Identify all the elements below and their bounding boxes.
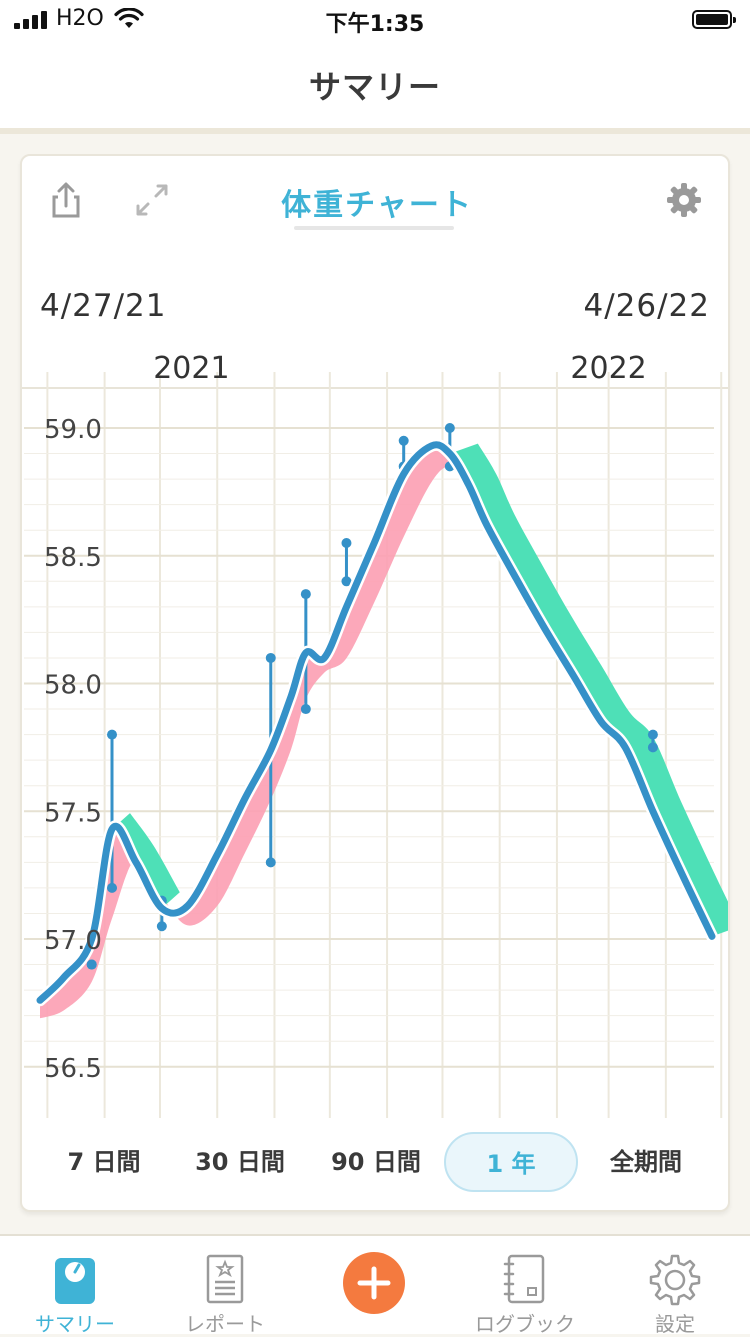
divider [0, 128, 750, 134]
measurement-point [156, 921, 167, 932]
date-range-end: 4/26/22 [583, 288, 710, 324]
measurement-point [107, 882, 117, 893]
range-selector: 7 日間 30 日間 90 日間 1 年 全期間 [22, 1132, 728, 1196]
gear-icon[interactable] [664, 180, 704, 220]
logbook-icon [503, 1254, 545, 1304]
share-icon[interactable] [46, 180, 86, 220]
measurement-point [647, 742, 658, 753]
carrier-name: H2O [56, 6, 104, 31]
tab-bar: サマリー レポート ログブック 設定 [0, 1234, 750, 1336]
range-30-days-button[interactable]: 30 日間 [195, 1148, 285, 1176]
cellular-signal-icon [14, 11, 48, 29]
gear-icon [649, 1254, 701, 1306]
battery-icon [692, 10, 736, 29]
measurement-point [265, 857, 276, 868]
measurement-point [398, 435, 409, 446]
range-1-year-button[interactable]: 1 年 [444, 1132, 578, 1192]
expand-icon[interactable] [132, 180, 172, 220]
scale-icon [55, 1258, 95, 1304]
measurement-point [86, 959, 97, 970]
range-all-button[interactable]: 全期間 [610, 1148, 682, 1176]
date-range-start: 4/27/21 [40, 288, 167, 324]
chart-title[interactable]: 体重チャート [281, 188, 473, 223]
page-title: サマリー [308, 68, 441, 106]
measurement-point [341, 576, 352, 587]
weight-chart[interactable]: 2021 2022 59.0 58.5 58.0 57.5 57.0 56.5 [22, 156, 728, 1132]
tab-summary[interactable]: サマリー [0, 1236, 150, 1336]
trend-line [36, 441, 716, 1004]
measurement-point [300, 589, 311, 600]
range-7-days-button[interactable]: 7 日間 [67, 1148, 141, 1176]
y-axis-tick-label: 57.5 [44, 798, 102, 828]
x-axis-year-label: 2021 [153, 351, 229, 386]
add-entry-button[interactable] [343, 1252, 405, 1314]
tab-label: レポート [185, 1312, 265, 1336]
tab-report[interactable]: レポート [150, 1236, 300, 1336]
report-icon [206, 1254, 244, 1304]
plus-icon [357, 1266, 391, 1300]
weight-chart-card: 体重チャート 4/27/21 4/26/22 2021 2022 59.0 58.5 5… [20, 154, 730, 1212]
navigation-bar: サマリー [0, 40, 750, 128]
tab-label: ログブック [475, 1312, 575, 1336]
y-axis-tick-label: 56.5 [44, 1054, 102, 1084]
y-axis-tick-label: 58.0 [44, 671, 102, 701]
y-axis-tick-label: 59.0 [44, 415, 102, 445]
tab-logbook[interactable]: ログブック [450, 1236, 600, 1336]
tab-label: サマリー [35, 1312, 115, 1336]
y-axis-tick-label: 58.5 [44, 543, 102, 573]
title-underline [294, 226, 454, 230]
measurement-point [444, 423, 455, 433]
wifi-icon [114, 8, 144, 28]
clock: 下午1:35 [325, 12, 425, 37]
measurement-point [647, 729, 658, 740]
measurement-point [265, 652, 276, 663]
measurement-point [300, 704, 311, 715]
tab-settings[interactable]: 設定 [600, 1236, 750, 1336]
status-bar: H2O 下午1:35 [0, 0, 750, 40]
measurement-point [107, 729, 117, 740]
range-90-days-button[interactable]: 90 日間 [331, 1148, 421, 1176]
y-axis-tick-label: 57.0 [44, 926, 102, 956]
measurement-point [341, 537, 352, 548]
x-axis-year-label: 2022 [570, 351, 646, 386]
tab-label: 設定 [655, 1312, 695, 1336]
